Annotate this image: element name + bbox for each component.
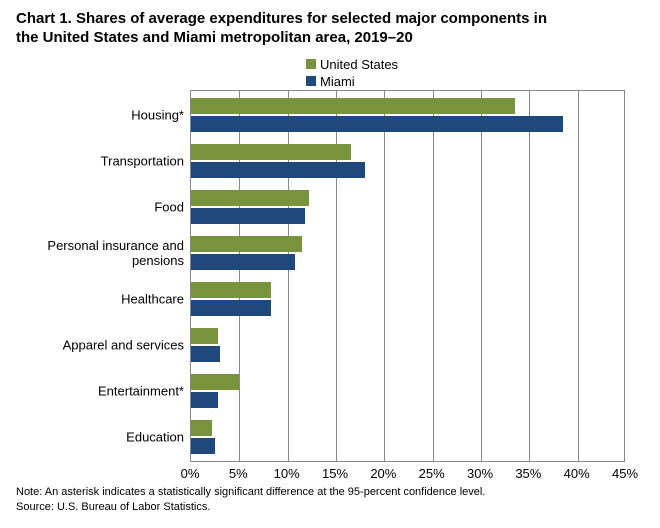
bar (191, 254, 295, 270)
footnote-note: Note: An asterisk indicates a statistica… (16, 486, 485, 498)
gridline (433, 91, 434, 461)
x-tick-label: 15% (322, 466, 348, 481)
bar (191, 328, 218, 344)
category-label: Apparel and services (0, 338, 184, 353)
category-label: Personal insurance and pensions (0, 238, 184, 268)
title-line-2: the United States and Miami metropolitan… (16, 29, 413, 46)
category-label: Transportation (0, 154, 184, 169)
bar (191, 116, 563, 132)
category-label: Housing* (0, 108, 184, 123)
bar (191, 98, 515, 114)
legend-swatch (306, 76, 316, 86)
category-label: Education (0, 430, 184, 445)
category-label: Food (0, 200, 184, 215)
x-tick-label: 25% (419, 466, 445, 481)
bar (191, 190, 309, 206)
bar (191, 392, 218, 408)
x-tick-label: 45% (612, 466, 638, 481)
category-label: Entertainment* (0, 384, 184, 399)
chart-title: Chart 1. Shares of average expenditures … (16, 10, 636, 48)
bar (191, 420, 212, 436)
x-tick-label: 40% (564, 466, 590, 481)
bar (191, 208, 305, 224)
bar (191, 236, 302, 252)
bar (191, 282, 271, 298)
bar (191, 300, 271, 316)
bar (191, 374, 239, 390)
gridline (578, 91, 579, 461)
x-tick-label: 20% (370, 466, 396, 481)
x-tick-label: 0% (181, 466, 200, 481)
gridline (384, 91, 385, 461)
gridline (529, 91, 530, 461)
legend-item: United States (306, 56, 398, 72)
chart-container: Chart 1. Shares of average expenditures … (0, 0, 660, 528)
bar (191, 346, 220, 362)
x-tick-label: 35% (515, 466, 541, 481)
title-line-1: Chart 1. Shares of average expenditures … (16, 10, 547, 27)
legend-item: Miami (306, 73, 398, 89)
bar (191, 438, 215, 454)
legend-label: United States (320, 57, 398, 72)
x-tick-label: 5% (229, 466, 248, 481)
legend: United States Miami (306, 56, 398, 89)
x-tick-label: 10% (274, 466, 300, 481)
gridline (481, 91, 482, 461)
legend-swatch (306, 59, 316, 69)
bar (191, 162, 365, 178)
x-tick-label: 30% (467, 466, 493, 481)
bar (191, 144, 351, 160)
category-label: Healthcare (0, 292, 184, 307)
legend-label: Miami (320, 74, 355, 89)
footnote-source: Source: U.S. Bureau of Labor Statistics. (16, 501, 210, 513)
